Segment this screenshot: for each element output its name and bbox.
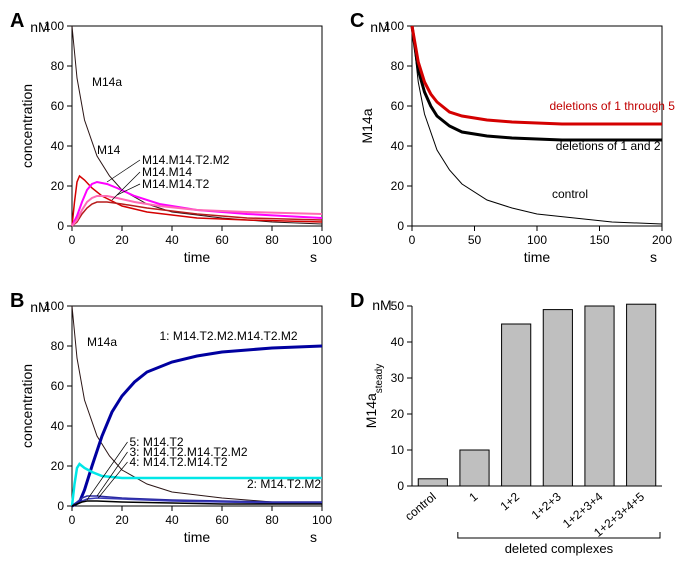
svg-text:0: 0 xyxy=(409,233,416,247)
svg-text:60: 60 xyxy=(215,513,229,527)
svg-text:M14a: M14a xyxy=(87,335,117,349)
panel-a-label: A xyxy=(10,10,24,33)
svg-text:20: 20 xyxy=(391,407,405,421)
chart-b: 020406080100020406080100timesconcentrati… xyxy=(10,290,350,570)
svg-text:40: 40 xyxy=(51,139,65,153)
svg-text:20: 20 xyxy=(391,179,405,193)
panel-c-label: C xyxy=(350,10,364,33)
svg-text:0: 0 xyxy=(69,233,76,247)
svg-text:1: 1 xyxy=(466,489,480,504)
panel-b-label: B xyxy=(10,290,24,313)
svg-text:60: 60 xyxy=(215,233,229,247)
svg-text:nM: nM xyxy=(30,299,49,315)
chart-c: 050100150200020406080100timesM14anMdelet… xyxy=(350,10,683,290)
svg-text:2: M14.T2.M2: 2: M14.T2.M2 xyxy=(247,477,321,491)
svg-text:20: 20 xyxy=(51,179,65,193)
svg-text:M14: M14 xyxy=(97,143,121,157)
svg-text:4: M14.T2.M14.T2: 4: M14.T2.M14.T2 xyxy=(130,455,228,469)
svg-text:time: time xyxy=(184,249,211,265)
svg-text:20: 20 xyxy=(51,459,65,473)
svg-text:30: 30 xyxy=(391,371,405,385)
chart-a: 020406080100020406080100timesconcentrati… xyxy=(10,10,350,290)
svg-text:0: 0 xyxy=(69,513,76,527)
svg-text:0: 0 xyxy=(397,219,404,233)
svg-text:deletions of 1 and 2: deletions of 1 and 2 xyxy=(556,139,661,153)
svg-text:60: 60 xyxy=(51,379,65,393)
svg-text:deletions of 1 through 5: deletions of 1 through 5 xyxy=(550,99,676,113)
svg-text:200: 200 xyxy=(652,233,672,247)
svg-text:nM: nM xyxy=(370,19,389,35)
svg-text:20: 20 xyxy=(115,233,129,247)
svg-text:time: time xyxy=(184,529,211,545)
svg-text:M14a: M14a xyxy=(92,75,122,89)
svg-text:60: 60 xyxy=(51,99,65,113)
svg-text:1: M14.T2.M2.M14.T2.M2: 1: M14.T2.M2.M14.T2.M2 xyxy=(160,329,298,343)
svg-text:deleted complexes: deleted complexes xyxy=(505,541,614,556)
panel-c: C 050100150200020406080100timesM14anMdel… xyxy=(350,10,683,290)
svg-text:M14.M14.T2: M14.M14.T2 xyxy=(142,177,210,191)
panel-d: D 01020304050control11+21+2+31+2+3+41+2+… xyxy=(350,290,683,570)
svg-text:100: 100 xyxy=(312,513,332,527)
svg-text:80: 80 xyxy=(265,233,279,247)
chart-d: 01020304050control11+21+2+31+2+3+41+2+3+… xyxy=(350,290,683,570)
svg-text:150: 150 xyxy=(589,233,609,247)
svg-text:40: 40 xyxy=(165,233,179,247)
svg-text:80: 80 xyxy=(391,59,405,73)
svg-text:0: 0 xyxy=(397,479,404,493)
svg-text:control: control xyxy=(402,490,439,524)
svg-text:control: control xyxy=(552,187,588,201)
svg-text:80: 80 xyxy=(265,513,279,527)
svg-text:nM: nM xyxy=(30,19,49,35)
svg-text:1+2: 1+2 xyxy=(497,489,522,513)
svg-text:s: s xyxy=(310,529,317,545)
svg-text:20: 20 xyxy=(115,513,129,527)
svg-text:10: 10 xyxy=(391,443,405,457)
svg-text:concentration: concentration xyxy=(19,84,35,168)
svg-text:40: 40 xyxy=(165,513,179,527)
svg-text:80: 80 xyxy=(51,339,65,353)
svg-text:M14asteady: M14asteady xyxy=(363,364,385,429)
svg-text:50: 50 xyxy=(391,299,405,313)
svg-text:s: s xyxy=(310,249,317,265)
svg-text:s: s xyxy=(650,249,657,265)
panel-a: A 020406080100020406080100timesconcentra… xyxy=(10,10,350,290)
svg-text:40: 40 xyxy=(391,335,405,349)
svg-text:1+2+3: 1+2+3 xyxy=(529,489,564,522)
panel-d-label: D xyxy=(350,290,364,313)
svg-text:80: 80 xyxy=(51,59,65,73)
svg-text:0: 0 xyxy=(57,219,64,233)
svg-text:concentration: concentration xyxy=(19,364,35,448)
svg-text:60: 60 xyxy=(391,99,405,113)
svg-text:time: time xyxy=(524,249,551,265)
panel-b: B 020406080100020406080100timesconcentra… xyxy=(10,290,350,570)
svg-text:50: 50 xyxy=(468,233,482,247)
svg-text:40: 40 xyxy=(51,419,65,433)
svg-text:100: 100 xyxy=(527,233,547,247)
svg-text:40: 40 xyxy=(391,139,405,153)
svg-text:0: 0 xyxy=(57,499,64,513)
svg-text:100: 100 xyxy=(312,233,332,247)
svg-text:nM: nM xyxy=(372,297,391,313)
svg-text:M14a: M14a xyxy=(359,108,375,143)
